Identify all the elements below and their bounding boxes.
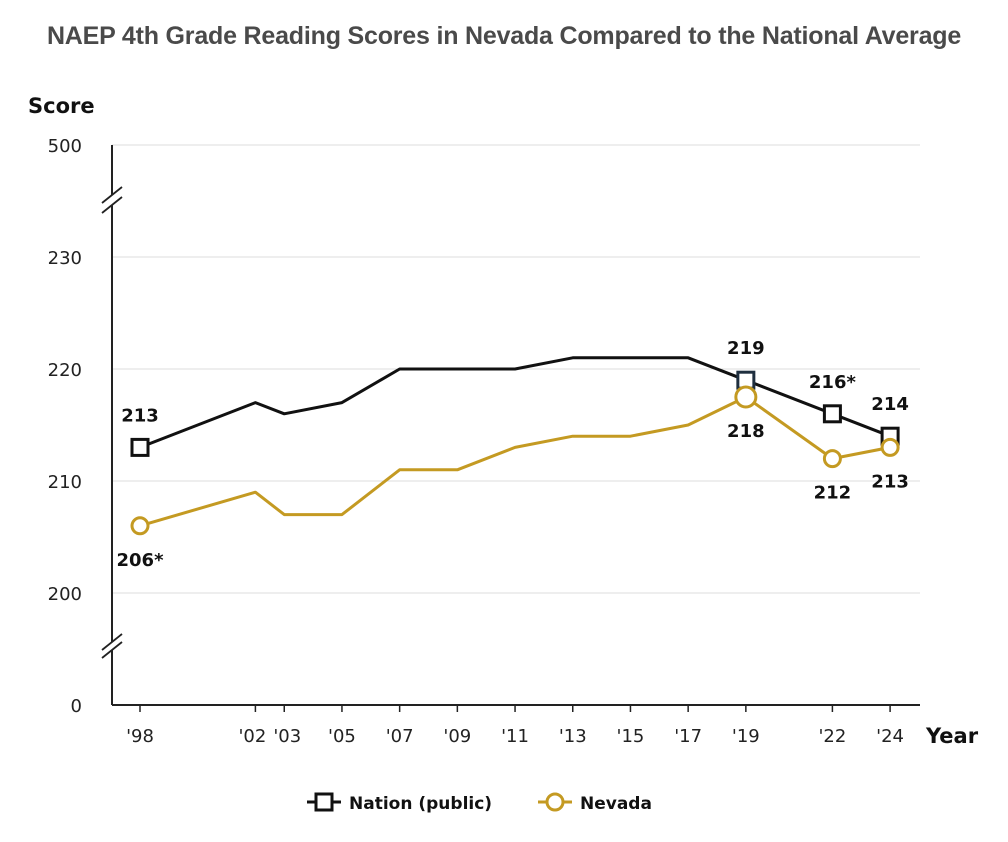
- y-tick-label: 200: [48, 584, 82, 605]
- nevada-marker: [822, 449, 842, 469]
- axis-break-mark: [101, 196, 123, 214]
- y-tick-label: 230: [48, 248, 82, 269]
- nevada-marker: [880, 437, 900, 457]
- x-tick-label: '02: [238, 726, 266, 747]
- legend: Nation (public) Nevada: [307, 792, 652, 814]
- legend-nevada-marker: [545, 792, 565, 812]
- y-ticks: 0 200 210 220 230 500: [48, 136, 82, 717]
- nevada-data-label: 206*: [117, 550, 165, 571]
- axis-break-mark: [101, 641, 123, 659]
- x-tick-label: '09: [443, 726, 471, 747]
- x-tick-label: '24: [876, 726, 904, 747]
- chart-title: NAEP 4th Grade Reading Scores in Nevada …: [46, 22, 962, 50]
- nation-data-label: 214: [871, 394, 909, 415]
- series-group: [130, 356, 900, 536]
- axis-break-gap: [108, 195, 116, 205]
- legend-nation-marker: [314, 792, 334, 812]
- nevada-marker: [130, 516, 150, 536]
- nation-data-label: 219: [727, 338, 765, 359]
- y-tick-label: 500: [48, 136, 82, 157]
- nevada-data-label: 213: [871, 471, 909, 492]
- nevada-marker: [734, 385, 758, 409]
- legend-nation-label: Nation (public): [349, 794, 492, 814]
- y-axis-title: Score: [28, 94, 95, 118]
- x-axis-title: Year: [925, 724, 979, 748]
- nevada-series-line: [139, 395, 891, 528]
- axis-break-mark: [101, 186, 123, 204]
- x-tick-label: '03: [273, 726, 301, 747]
- y-tick-label: 220: [48, 360, 82, 381]
- y-tick-label: 210: [48, 472, 82, 493]
- x-tick-label: '17: [674, 726, 702, 747]
- nation-series-line: [139, 356, 891, 449]
- data-labels: 213 219 216* 214 206* 218 212 213: [117, 338, 909, 571]
- x-tick-label: '11: [501, 726, 529, 747]
- nation-data-label: 213: [121, 405, 159, 426]
- x-tick-label: '07: [386, 726, 414, 747]
- y-tick-label: 0: [71, 696, 82, 717]
- axis-break-mark: [101, 633, 123, 651]
- nation-marker: [130, 437, 150, 457]
- x-tick-label: '22: [818, 726, 846, 747]
- axis-break-gap: [108, 642, 116, 650]
- x-tick-label: '05: [328, 726, 356, 747]
- nevada-data-label: 218: [727, 421, 765, 442]
- nevada-data-label: 212: [814, 483, 852, 504]
- x-tick-label: '98: [126, 726, 154, 747]
- nation-data-label: 216*: [809, 372, 857, 393]
- nation-marker: [822, 404, 842, 424]
- axes: [101, 145, 920, 706]
- x-tick-label: '15: [617, 726, 645, 747]
- x-tick-label: '19: [732, 726, 760, 747]
- legend-nevada-label: Nevada: [580, 794, 652, 814]
- x-ticks: '98 '02 '03 '05 '07 '09 '11 '13 '15 '17 '19 '22 '24: [126, 705, 904, 747]
- x-tick-label: '13: [559, 726, 587, 747]
